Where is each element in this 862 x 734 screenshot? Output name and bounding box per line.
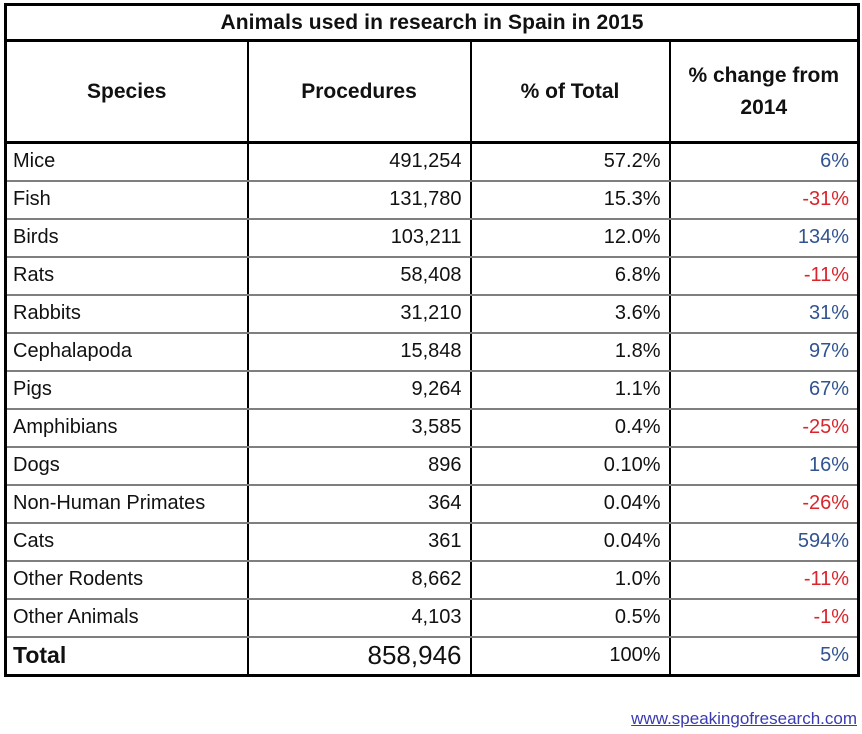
table-header-row: Species Procedures % of Total % change f… [5,40,859,144]
species-cell: Amphibians [5,408,248,448]
procedures-cell: 31,210 [246,294,471,334]
procedures-cell: 361 [246,522,471,562]
pct-change-cell: -26% [668,484,859,524]
pct-total-cell: 0.04% [469,484,670,524]
table-row: Fish 131,780 15.3% -31% [5,180,859,220]
pct-change-cell: 97% [668,332,859,372]
table-row: Dogs 896 0.10% 16% [5,446,859,486]
col-header-species: Species [5,40,248,144]
species-cell: Other Rodents [5,560,248,600]
pct-total-cell: 1.1% [469,370,670,410]
table-row: Other Animals 4,103 0.5% -1% [5,598,859,638]
table-row: Birds 103,211 12.0% 134% [5,218,859,258]
pct-total-cell: 0.5% [469,598,670,638]
species-cell: Rats [5,256,248,296]
pct-change-cell: 16% [668,446,859,486]
table-row: Mice 491,254 57.2% 6% [5,142,859,182]
total-procedures-cell: 858,946 [246,635,471,676]
pct-change-cell: 594% [668,522,859,562]
col-header-procedures: Procedures [246,40,471,144]
procedures-cell: 896 [246,446,471,486]
total-change-cell: 5% [668,635,859,676]
pct-change-cell: 134% [668,218,859,258]
table-row: Rabbits 31,210 3.6% 31% [5,294,859,334]
col-header-pct-total: % of Total [469,40,670,144]
table-row: Amphibians 3,585 0.4% -25% [5,408,859,448]
pct-change-cell: -25% [668,408,859,448]
pct-change-cell: 67% [668,370,859,410]
procedures-cell: 131,780 [246,180,471,220]
table-row: Rats 58,408 6.8% -11% [5,256,859,296]
pct-change-cell: 31% [668,294,859,334]
total-pct-cell: 100% [469,635,670,676]
pct-change-cell: -1% [668,598,859,638]
procedures-cell: 491,254 [246,142,471,182]
pct-change-cell: -11% [668,256,859,296]
speaking-of-research-link[interactable]: www.speakingofresearch.com [631,709,857,728]
pct-total-cell: 15.3% [469,180,670,220]
table-row: Cats 361 0.04% 594% [5,522,859,562]
pct-total-cell: 12.0% [469,218,670,258]
pct-total-cell: 3.6% [469,294,670,334]
species-cell: Non-Human Primates [5,484,248,524]
pct-change-cell: -31% [668,180,859,220]
pct-total-cell: 0.04% [469,522,670,562]
table-title: Animals used in research in Spain in 201… [5,4,859,42]
table-title-row: Animals used in research in Spain in 201… [5,4,859,42]
pct-total-cell: 1.0% [469,560,670,600]
procedures-cell: 58,408 [246,256,471,296]
species-cell: Mice [5,142,248,182]
pct-total-cell: 57.2% [469,142,670,182]
species-cell: Rabbits [5,294,248,334]
procedures-cell: 8,662 [246,560,471,600]
col-header-pct-change: % change from 2014 [668,40,859,144]
species-cell: Pigs [5,370,248,410]
total-label: Total [5,635,248,676]
pct-change-cell: -11% [668,560,859,600]
pct-total-cell: 1.8% [469,332,670,372]
species-cell: Other Animals [5,598,248,638]
species-cell: Dogs [5,446,248,486]
procedures-cell: 15,848 [246,332,471,372]
species-cell: Cephalapoda [5,332,248,372]
procedures-cell: 364 [246,484,471,524]
species-cell: Birds [5,218,248,258]
pct-change-cell: 6% [668,142,859,182]
pct-total-cell: 0.4% [469,408,670,448]
procedures-cell: 9,264 [246,370,471,410]
pct-total-cell: 6.8% [469,256,670,296]
procedures-cell: 4,103 [246,598,471,638]
table-total-row: Total 858,946 100% 5% [5,635,859,676]
table-row: Non-Human Primates 364 0.04% -26% [5,484,859,524]
procedures-cell: 103,211 [246,218,471,258]
species-cell: Fish [5,180,248,220]
table-row: Cephalapoda 15,848 1.8% 97% [5,332,859,372]
pct-total-cell: 0.10% [469,446,670,486]
table-row: Pigs 9,264 1.1% 67% [5,370,859,410]
procedures-cell: 3,585 [246,408,471,448]
table-row: Other Rodents 8,662 1.0% -11% [5,560,859,600]
species-cell: Cats [5,522,248,562]
animals-research-table: Animals used in research in Spain in 201… [4,3,861,677]
